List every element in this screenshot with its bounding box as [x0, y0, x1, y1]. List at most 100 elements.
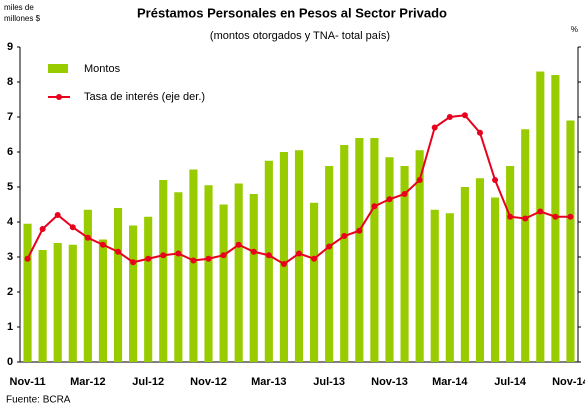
bar — [566, 120, 575, 362]
line-marker — [190, 257, 197, 264]
bar — [23, 223, 32, 362]
legend-swatch — [48, 64, 68, 73]
line-marker — [265, 252, 272, 259]
line-marker — [145, 255, 152, 262]
line-marker — [371, 203, 378, 210]
line-marker — [416, 177, 423, 183]
legend-label: Tasa de interés (eje der.) — [84, 91, 205, 103]
line-marker — [235, 241, 242, 248]
x-tick-label: Nov-12 — [190, 376, 227, 388]
bar — [340, 145, 349, 362]
bar — [445, 213, 454, 362]
bar — [521, 129, 530, 362]
line-marker — [507, 213, 514, 220]
x-tick-label: Nov-14 — [552, 376, 585, 388]
legend-marker — [56, 94, 62, 100]
line-marker — [461, 112, 468, 119]
bar — [430, 209, 439, 362]
bar — [144, 216, 153, 362]
line-marker — [401, 191, 408, 197]
bar — [506, 166, 515, 362]
line-marker — [160, 252, 167, 259]
bar — [475, 178, 485, 362]
bar — [234, 183, 243, 362]
y-tick-label: 3 — [7, 251, 13, 263]
line-marker — [205, 255, 212, 262]
line-marker — [54, 212, 61, 218]
bar — [53, 243, 62, 362]
bar — [490, 197, 500, 362]
line-marker — [492, 177, 499, 183]
line-marker — [296, 250, 302, 257]
bar — [385, 157, 394, 362]
line-marker — [280, 261, 287, 267]
line-marker — [99, 241, 106, 248]
bar — [129, 225, 138, 362]
line-marker — [84, 234, 91, 241]
bar — [355, 138, 364, 362]
line-marker — [446, 114, 453, 120]
chart-subtitle: (montos otorgados y TNA- total país) — [210, 30, 390, 42]
line-marker — [130, 259, 137, 266]
line-marker — [326, 243, 333, 250]
line-marker — [476, 129, 483, 136]
y-tick-label: 8 — [7, 76, 13, 88]
x-tick-label: Mar-14 — [432, 376, 468, 388]
y-tick-label: 5 — [7, 181, 13, 193]
line-marker — [567, 213, 574, 220]
bar — [159, 180, 168, 362]
y2-axis-label: % — [571, 25, 578, 34]
line-marker — [431, 124, 438, 131]
bar — [38, 250, 47, 362]
line-marker — [24, 255, 31, 262]
bar — [204, 185, 213, 362]
y-tick-label: 2 — [7, 286, 13, 298]
x-tick-label: Mar-12 — [70, 376, 105, 388]
y-tick-label: 1 — [7, 321, 13, 333]
line-marker — [537, 208, 544, 215]
chart-title: Préstamos Personales en Pesos al Sector … — [137, 5, 447, 20]
bar — [536, 71, 545, 362]
line-marker — [356, 227, 363, 234]
line-marker — [386, 196, 393, 203]
line-marker — [552, 213, 559, 220]
x-tick-label: Nov-11 — [10, 376, 46, 388]
bar — [189, 169, 198, 362]
line-marker — [115, 248, 122, 255]
bar — [325, 166, 334, 362]
line-marker — [220, 252, 227, 259]
line-marker — [522, 215, 529, 222]
y-tick-label: 7 — [7, 111, 13, 123]
bar — [415, 150, 424, 362]
line-marker — [69, 224, 76, 231]
bar — [310, 202, 319, 362]
x-tick-label: Mar-13 — [251, 376, 286, 388]
bar — [98, 239, 108, 362]
bar — [370, 138, 379, 362]
bar — [264, 160, 273, 362]
bar — [113, 208, 123, 362]
y-tick-label: 0 — [7, 356, 13, 368]
line-marker — [250, 248, 257, 255]
line-marker — [175, 250, 182, 257]
bar — [83, 209, 92, 362]
bar — [279, 152, 288, 362]
line-marker — [341, 233, 348, 239]
bar — [68, 244, 77, 362]
bar — [400, 166, 409, 362]
line-marker — [311, 255, 318, 262]
x-tick-label: Nov-13 — [371, 376, 408, 388]
line-marker — [39, 226, 46, 232]
x-tick-label: Jul-14 — [494, 376, 527, 388]
x-tick-label: Jul-12 — [132, 376, 164, 388]
source: Fuente: BCRA — [6, 395, 71, 406]
y-tick-label: 4 — [7, 216, 14, 228]
y-tick-label: 9 — [7, 41, 13, 53]
bar — [219, 204, 228, 362]
bar — [249, 194, 258, 362]
x-tick-label: Jul-13 — [313, 376, 345, 388]
bar — [460, 187, 469, 362]
bar — [174, 192, 183, 362]
y-axis-label-box: miles de millones $ — [4, 3, 40, 23]
